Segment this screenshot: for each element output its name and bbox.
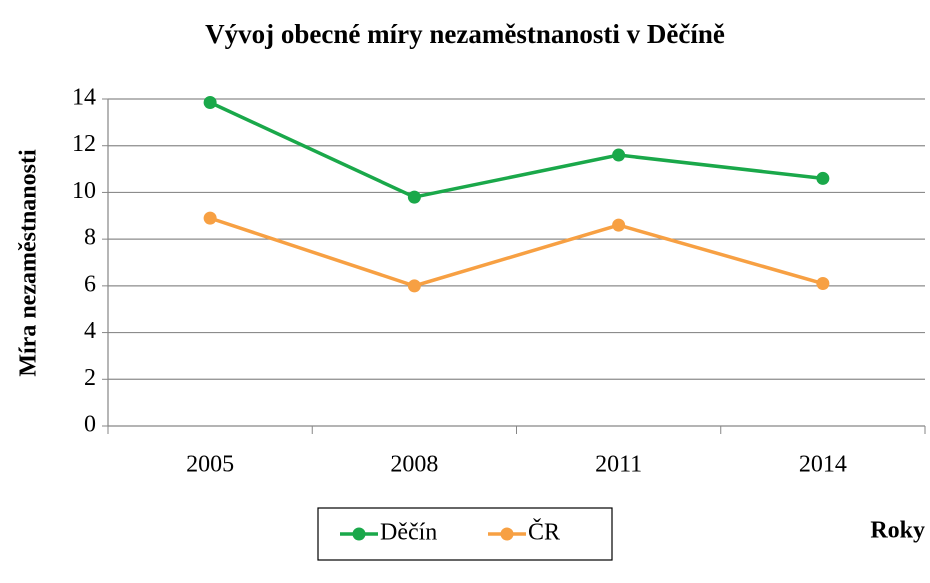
point bbox=[203, 96, 217, 110]
point bbox=[407, 279, 421, 293]
series-line bbox=[209, 216, 824, 288]
point bbox=[407, 190, 421, 204]
point bbox=[612, 218, 626, 232]
chart-title: Vývoj obecné míry nezaměstnanosti v Děčí… bbox=[205, 19, 725, 49]
y-tick-label: 12 bbox=[72, 131, 96, 157]
x-axis-label: Roky bbox=[870, 518, 925, 544]
legend-marker bbox=[352, 527, 366, 541]
x-tick-label: 2005 bbox=[186, 452, 234, 478]
y-tick-label: 6 bbox=[84, 271, 96, 297]
point bbox=[203, 211, 217, 225]
point bbox=[816, 277, 830, 291]
y-tick-label: 0 bbox=[84, 412, 96, 438]
x-tick-label: 2008 bbox=[390, 452, 438, 478]
legend-label: ČR bbox=[528, 519, 560, 546]
y-tick-label: 14 bbox=[72, 85, 96, 111]
point bbox=[816, 171, 830, 185]
x-tick-label: 2011 bbox=[595, 452, 642, 478]
point bbox=[612, 148, 626, 162]
legend-marker bbox=[500, 527, 514, 541]
series-line bbox=[209, 100, 824, 199]
legend-label: Děčín bbox=[380, 520, 437, 546]
x-tick-label: 2014 bbox=[799, 452, 847, 478]
y-tick-label: 4 bbox=[84, 318, 96, 344]
y-tick-label: 8 bbox=[84, 225, 96, 251]
y-tick-label: 10 bbox=[72, 178, 96, 204]
y-tick-label: 2 bbox=[84, 365, 96, 391]
y-axis-label: Míra nezaměstnanosti bbox=[16, 149, 42, 377]
